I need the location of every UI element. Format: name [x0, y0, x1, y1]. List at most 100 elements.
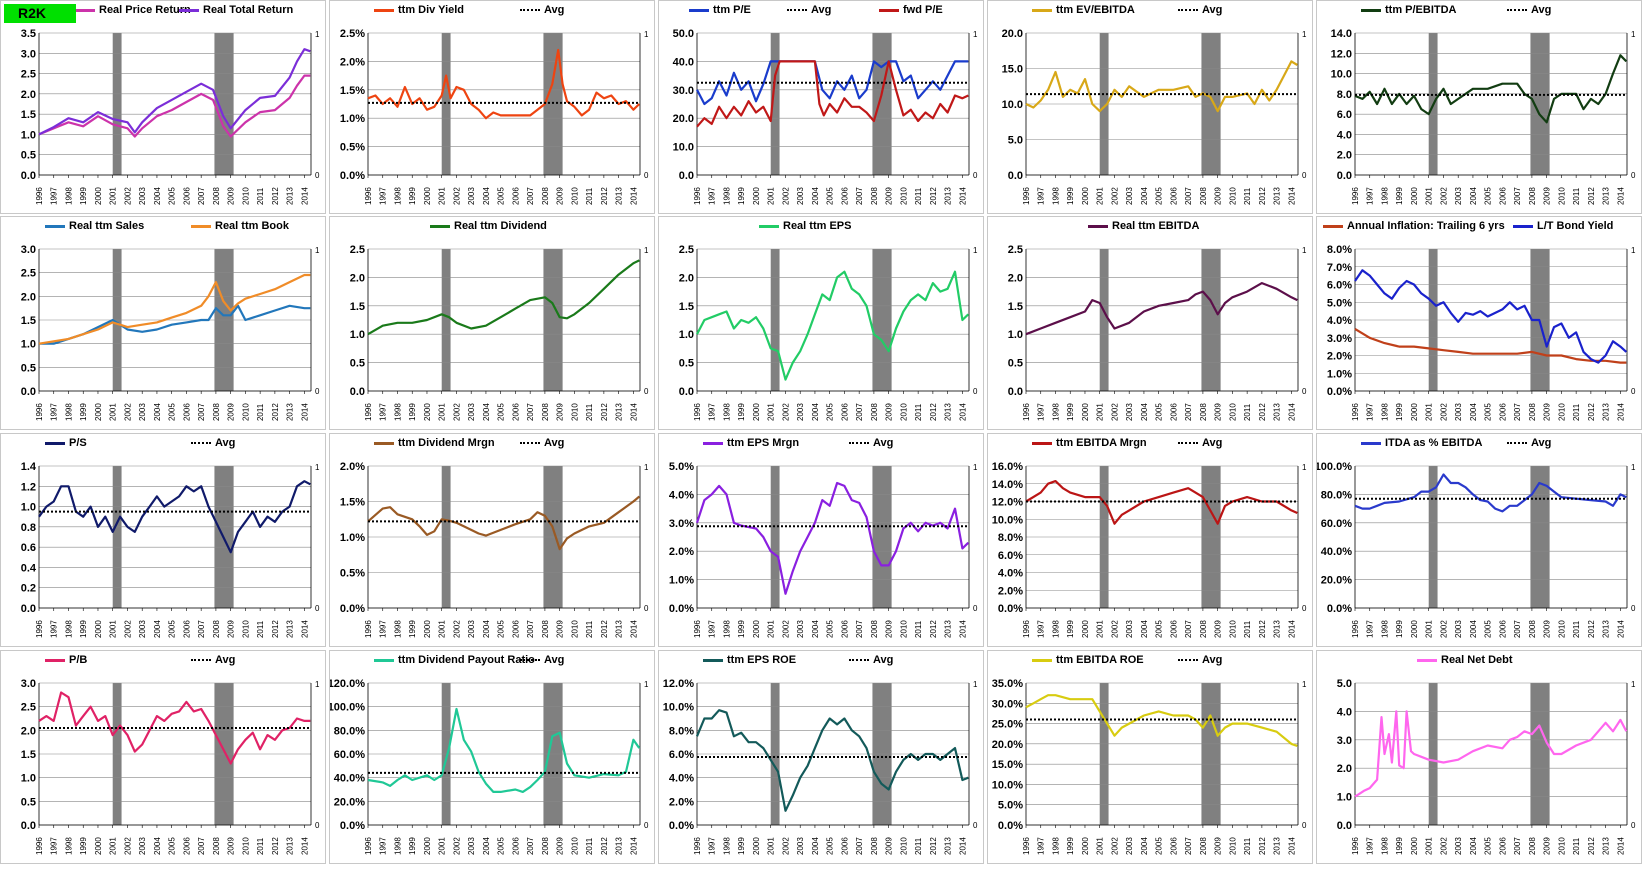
legend-label: Avg [215, 654, 236, 666]
x-tick-label: 2010 [241, 620, 250, 638]
legend-swatch [374, 8, 394, 12]
x-tick-label: 1996 [693, 837, 702, 855]
legend-swatch [520, 659, 540, 661]
legend-item: Real ttm EPS [759, 220, 851, 232]
x-tick-label: 2012 [929, 620, 938, 638]
legend-item: Avg [1178, 4, 1222, 16]
x-tick-label: 2009 [227, 187, 236, 205]
x-tick-label: 1997 [50, 837, 59, 855]
x-tick-label: 2001 [767, 403, 776, 421]
x-tick-label: 2008 [212, 187, 221, 205]
x-tick-label: 2003 [138, 403, 147, 421]
x-tick-label: 2007 [526, 837, 535, 855]
x-tick-label: 1998 [1051, 837, 1060, 855]
recession-band [770, 33, 780, 175]
y-tick-label: 14.0 [1331, 28, 1352, 40]
x-tick-label: 2001 [767, 187, 776, 205]
x-tick-label: 2000 [1410, 620, 1419, 638]
x-tick-label: 2010 [570, 837, 579, 855]
x-tick-label: 2013 [944, 187, 953, 205]
y-tick-label: 0.5 [350, 358, 365, 370]
x-tick-label: 2010 [899, 620, 908, 638]
x-tick-label: 2007 [1513, 620, 1522, 638]
chart-svg: 0.0 0.5 1.0 1.5 2.0 2.5 3.0 1 0 1996 1997 1998 1999 2… [21, 678, 320, 855]
y-tick-label: 40.0% [334, 773, 365, 785]
legend-label: fwd P/E [903, 4, 943, 16]
x-tick-label: 2002 [1110, 187, 1119, 205]
x-tick-label: 2001 [1096, 403, 1105, 421]
y-tick-label: 3.0 [21, 678, 36, 690]
y-tick-label: 10.0% [992, 779, 1023, 791]
x-tick-label: 2011 [585, 620, 594, 638]
right-axis-bottom-label: 0 [644, 387, 649, 396]
legend-item: Real Price Return [75, 4, 191, 16]
x-tick-label: 2003 [1454, 837, 1463, 855]
right-axis-top-label: 1 [1302, 463, 1307, 472]
legend-item: Avg [520, 4, 564, 16]
x-tick-label: 2002 [452, 403, 461, 421]
series-line [367, 707, 641, 793]
legend-item: fwd P/E [879, 4, 943, 16]
legend: Real Net Debt [1317, 654, 1641, 670]
x-tick-label: 2010 [1557, 620, 1566, 638]
x-tick-label: 1997 [1366, 403, 1375, 421]
x-tick-label: 1999 [1395, 620, 1404, 638]
series-line [1354, 269, 1628, 364]
legend-item: Avg [787, 4, 831, 16]
y-tick-label: 30.0 [673, 85, 694, 97]
x-tick-label: 2004 [153, 620, 162, 638]
x-tick-label: 2006 [840, 187, 849, 205]
recession-band [872, 249, 892, 391]
chart-panel-c15: 0.0% 20.0% 40.0% 60.0% 80.0% 100.0% 1 0 1996 1997… [1316, 433, 1642, 647]
legend-swatch [689, 8, 709, 12]
x-tick-label: 1997 [379, 187, 388, 205]
x-tick-label: 1998 [1380, 187, 1389, 205]
chart-svg: 0.0 0.5 1.0 1.5 2.0 2.5 3.0 1 0 1996 1997 1998 1999 2… [21, 244, 320, 421]
x-tick-label: 2013 [1273, 837, 1282, 855]
x-tick-label: 2002 [781, 187, 790, 205]
legend-item: Avg [520, 654, 564, 666]
legend-label: ttm P/EBITDA [1385, 4, 1457, 16]
series-line [1025, 694, 1298, 747]
y-tick-label: 3.0 [1337, 735, 1352, 747]
y-tick-label: 4.0 [1337, 129, 1352, 141]
x-tick-label: 2014 [629, 187, 638, 205]
series-line [38, 74, 311, 138]
x-tick-label: 2007 [197, 620, 206, 638]
y-tick-label: 8.0% [669, 725, 694, 737]
chart-panel-c20: 0.0 1.0 2.0 3.0 4.0 5.0 1 0 1996 1997 1998 1999 2000… [1316, 650, 1642, 864]
legend: Real Price Return Real Total Return [1, 4, 325, 20]
legend-swatch [703, 441, 723, 445]
x-tick-label: 2002 [1439, 837, 1448, 855]
legend-item: Avg [849, 654, 893, 666]
right-axis-top-label: 1 [1302, 680, 1307, 689]
x-tick-label: 2001 [1096, 837, 1105, 855]
right-axis-top-label: 1 [973, 30, 978, 39]
x-tick-label: 2010 [1557, 187, 1566, 205]
x-tick-label: 1997 [50, 403, 59, 421]
legend: ttm EBITDA Mrgn Avg [988, 437, 1312, 453]
x-tick-label: 2003 [796, 187, 805, 205]
x-tick-label: 2013 [1273, 620, 1282, 638]
x-tick-label: 2012 [1587, 403, 1596, 421]
x-tick-label: 2013 [1273, 187, 1282, 205]
legend-label: P/S [69, 437, 87, 449]
legend-swatch [759, 224, 779, 228]
x-tick-label: 2003 [138, 187, 147, 205]
x-tick-label: 2012 [929, 403, 938, 421]
legend-label: Avg [1202, 437, 1223, 449]
y-tick-label: 2.0 [21, 291, 36, 303]
series-line [1354, 473, 1627, 513]
x-tick-label: 2014 [629, 837, 638, 855]
recession-band [441, 33, 451, 175]
chart-panel-c11: 0.0 0.2 0.4 0.6 0.8 1.0 1.2 1.4 1 0 1996 1997 1998 19… [0, 433, 326, 647]
right-axis-bottom-label: 0 [1302, 171, 1307, 180]
legend-item: Real ttm Sales [45, 220, 144, 232]
legend-label: Real ttm Book [215, 220, 289, 232]
x-tick-label: 2002 [1439, 403, 1448, 421]
legend-label: Real ttm EPS [783, 220, 852, 232]
right-axis-top-label: 1 [644, 30, 649, 39]
y-tick-label: 0.0% [340, 603, 365, 615]
x-tick-label: 2006 [182, 620, 191, 638]
x-tick-label: 2011 [585, 187, 594, 205]
